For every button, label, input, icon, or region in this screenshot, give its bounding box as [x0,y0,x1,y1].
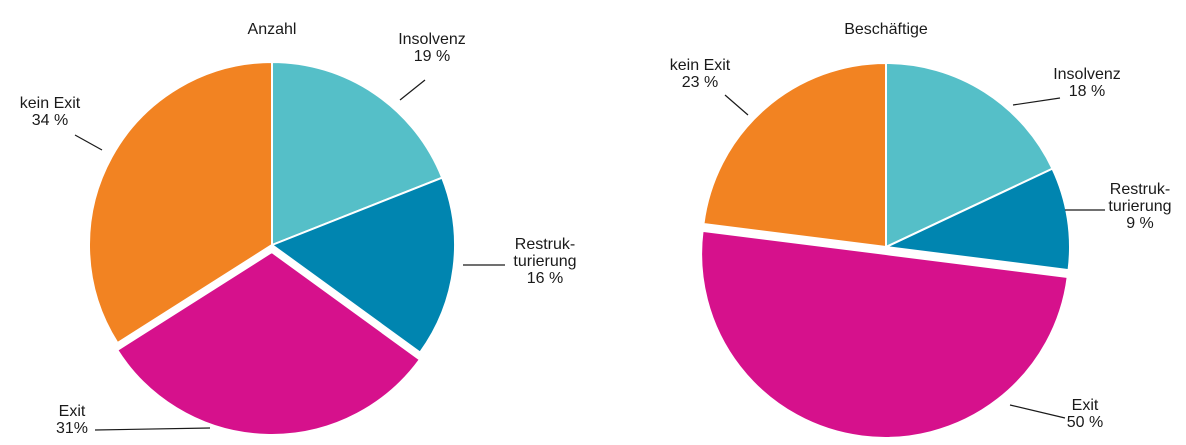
leader-line [1012,97,1061,106]
pie-slice [269,176,456,354]
value-label: 18 % [1069,83,1105,100]
chart-title: Beschäftige [844,21,928,38]
category-label: Exit [1072,397,1099,414]
value-label: 23 % [682,74,718,91]
leader-line [94,427,211,431]
leader-line [724,94,749,116]
value-label: 9 % [1126,215,1154,232]
value-label: 34 % [32,112,68,129]
category-label: Exit [59,403,86,420]
leader-line [399,79,426,101]
pie-slice [88,60,273,345]
value-label: 19 % [414,48,450,65]
pie-slice [115,250,422,436]
leader-line [1009,404,1066,419]
pie-slice [700,229,1069,439]
pie-slice [882,167,1071,272]
category-label: Restruk-turierung [513,236,576,270]
category-label: Insolvenz [1053,66,1121,83]
pie-slice [702,61,887,249]
value-label: 16 % [527,270,563,287]
category-label: Restruk-turierung [1108,181,1171,215]
value-label: 50 % [1067,414,1103,431]
value-label: 31% [56,420,88,437]
leader-line [74,134,103,151]
chart-title: Anzahl [248,21,297,38]
category-label: kein Exit [670,57,731,74]
category-label: kein Exit [20,95,81,112]
category-label: Insolvenz [398,31,466,48]
pie-slice [271,60,444,247]
pie-slice [885,61,1054,249]
